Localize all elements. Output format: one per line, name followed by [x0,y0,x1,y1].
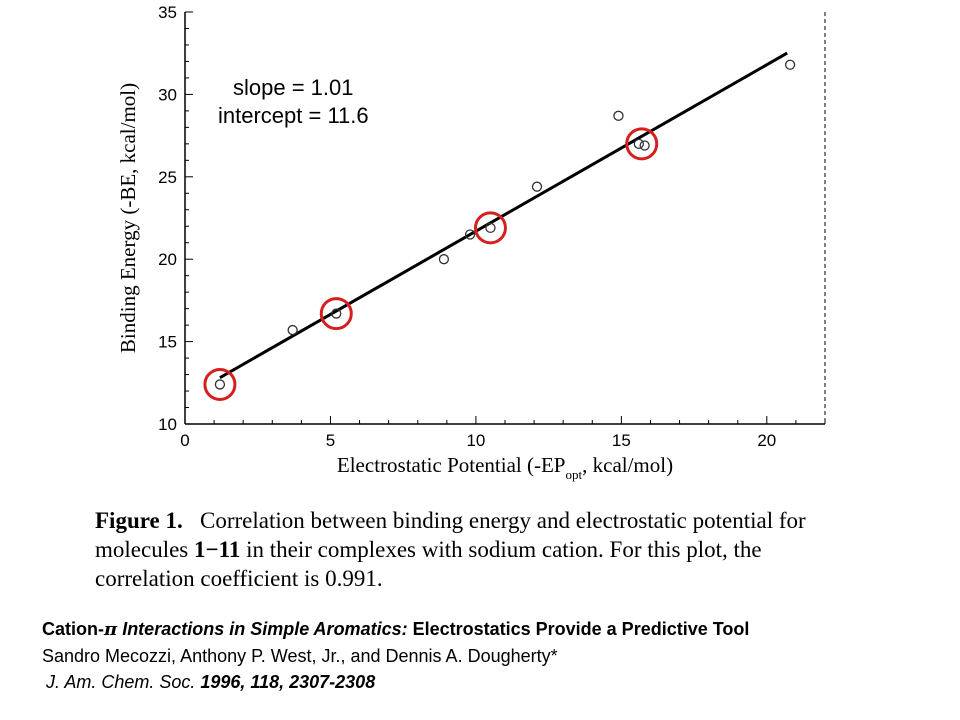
citation-title-prefix: Cation- [42,619,104,639]
scatter-chart: 0 5 10 15 20 10 15 20 25 30 35 slope = 1.01 interc… [116,3,826,482]
figure-caption: Figure 1. Correlation between binding en… [95,506,855,593]
data-point [438,254,450,265]
data-point [331,308,342,319]
citation-title-italic: Interactions in Simple Aromatics: [117,619,408,639]
citation-journal-name: J. Am. Chem. Soc. [46,672,196,692]
data-point [464,229,476,240]
fit-line [219,51,788,379]
y-tick-label: 10 [158,415,177,434]
chart-axes [184,12,826,425]
data-points [214,59,796,390]
highlight-circle [319,297,353,331]
data-point [485,222,496,234]
caption-text-1: Correlation between binding energy and e… [95,508,806,562]
chart-ticks: 0 5 10 15 20 10 15 20 25 30 35 [158,3,826,450]
citation-journal: J. Am. Chem. Soc. 1996, 118, 2307-2308 [42,669,942,695]
data-point [287,324,298,336]
caption-text-2: in their complexes with sodium cation. F… [95,537,762,591]
data-point [531,181,543,192]
annotation-intercept: intercept = 11.6 [218,103,369,128]
data-point [613,110,624,121]
annotation-slope: slope = 1.01 [233,75,353,100]
x-tick-label: 5 [326,431,335,450]
x-tick-label: 20 [757,431,776,450]
caption-molecules: 1−11 [194,537,241,562]
data-point [633,138,644,149]
x-axis-label-sub: opt [566,467,583,482]
highlight-circle [625,127,659,161]
x-axis-label: Electrostatic Potential (-EPopt, kcal/mo… [337,453,673,482]
y-tick-label: 35 [158,3,177,22]
citation-journal-rest: 1996, 118, 2307-2308 [195,672,376,692]
y-tick-label: 30 [158,85,177,104]
data-point [784,59,796,70]
x-tick-label: 15 [612,431,631,450]
highlight-circles [203,127,659,401]
highlight-circle [203,367,237,401]
highlight-circle [473,211,507,245]
y-tick-label: 25 [158,168,177,187]
pi-symbol: π [104,619,118,640]
data-point [214,379,226,390]
x-axis-label-tail: , kcal/mol) [582,453,673,477]
y-tick-label: 15 [158,333,177,352]
y-axis-label: Binding Energy (-BE, kcal/mol) [116,83,140,353]
citation: Cation-π Interactions in Simple Aromatic… [42,616,942,695]
citation-authors: Sandro Mecozzi, Anthony P. West, Jr., an… [42,646,558,666]
x-tick-label: 0 [180,431,189,450]
figure-label: Figure 1. [95,508,183,533]
y-tick-label: 20 [158,250,177,269]
x-axis-label-main: Electrostatic Potential (-EP [337,453,566,477]
citation-title-rest: Electrostatics Provide a Predictive Tool [407,619,750,639]
fit-line-group [219,51,788,379]
citation-title: Cation-π Interactions in Simple Aromatic… [42,616,942,643]
data-point [639,140,650,151]
x-tick-label: 10 [466,431,485,450]
